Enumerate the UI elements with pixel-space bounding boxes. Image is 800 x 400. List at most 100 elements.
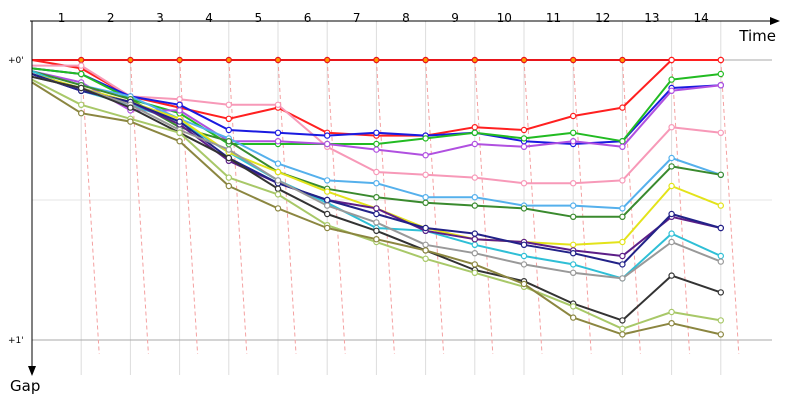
data-point [619, 275, 626, 282]
data-point [373, 235, 380, 243]
lap-connector [720, 59, 740, 355]
data-point [225, 146, 232, 153]
data-point [422, 224, 429, 232]
data-point [668, 76, 675, 83]
data-point [422, 135, 429, 142]
lap-label: 11 [546, 11, 561, 25]
data-point [176, 95, 183, 103]
data-point [520, 179, 528, 187]
data-point [77, 84, 85, 92]
data-point [668, 154, 675, 162]
data-point [274, 160, 282, 167]
data-point [570, 56, 577, 64]
data-point [422, 171, 429, 178]
data-point [324, 188, 331, 195]
data-point [373, 140, 380, 148]
data-point [717, 171, 725, 178]
axes: Time Gap [10, 17, 780, 395]
lap-connector [375, 59, 395, 355]
lap-label: 3 [156, 11, 164, 25]
lap-connector [228, 59, 248, 355]
y-axis-title: Gap [10, 377, 40, 395]
data-point [520, 135, 528, 142]
lap-label: 1 [58, 11, 66, 25]
data-point [77, 101, 85, 109]
data-point [274, 129, 282, 136]
data-point [225, 174, 232, 181]
data-point [471, 174, 478, 181]
data-point [619, 177, 626, 184]
data-point [471, 230, 478, 237]
data-point [373, 219, 380, 226]
tick-labels: 1 2 3 4 5 6 7 8 9 10 11 12 13 14+0'+1' [8, 11, 709, 346]
data-point [471, 235, 478, 243]
data-point [619, 238, 626, 246]
data-point [176, 101, 183, 109]
data-point [422, 193, 429, 201]
lap-connector [523, 59, 543, 355]
data-point [274, 137, 282, 145]
lap-label: 9 [451, 11, 459, 25]
data-point [422, 247, 429, 254]
data-point [422, 151, 429, 159]
data-point [274, 191, 282, 198]
data-point [570, 179, 577, 187]
data-point [77, 56, 85, 64]
data-point [127, 118, 134, 125]
data-point [619, 143, 626, 150]
data-point [422, 255, 429, 262]
data-point [570, 241, 577, 248]
data-point [422, 56, 429, 64]
data-point [176, 118, 183, 125]
data-point [324, 224, 331, 232]
data-point [471, 202, 478, 209]
data-point [619, 331, 626, 338]
data-point [570, 213, 577, 220]
data-point [619, 137, 626, 145]
data-point [324, 210, 331, 218]
data-point [619, 325, 626, 332]
data-point [619, 205, 626, 212]
data-point [324, 140, 331, 148]
data-point [471, 123, 478, 131]
data-point [471, 269, 478, 276]
data-point [570, 261, 577, 268]
data-point [520, 252, 528, 260]
data-point [471, 249, 478, 257]
y-axis-arrow-icon [28, 366, 36, 376]
data-point [717, 202, 725, 209]
lap-connector [80, 59, 100, 355]
data-point [668, 230, 675, 237]
x-axis-title: Time [738, 27, 776, 45]
data-point [520, 241, 528, 248]
data-point [373, 146, 380, 153]
data-point [570, 137, 577, 145]
data-point [668, 272, 675, 279]
data-point [717, 70, 725, 78]
data-point [176, 107, 183, 114]
data-point [274, 101, 282, 109]
data-point [668, 238, 675, 246]
data-point [570, 314, 577, 321]
data-point [324, 56, 331, 64]
data-point [471, 261, 478, 268]
data-point [668, 87, 675, 95]
data-point [422, 199, 429, 206]
series-16 [31, 81, 725, 338]
data-point [520, 143, 528, 150]
data-point [274, 185, 282, 192]
data-point [471, 193, 478, 201]
data-point [619, 56, 626, 64]
data-point [373, 227, 380, 234]
data-point [717, 258, 725, 265]
data-point [373, 205, 380, 212]
data-point [225, 182, 232, 190]
data-point [373, 193, 380, 201]
series-4 [31, 67, 725, 148]
data-point [717, 81, 725, 89]
data-point [324, 202, 331, 209]
data-point [570, 249, 577, 257]
data-point [274, 177, 282, 184]
data-point [324, 177, 331, 184]
